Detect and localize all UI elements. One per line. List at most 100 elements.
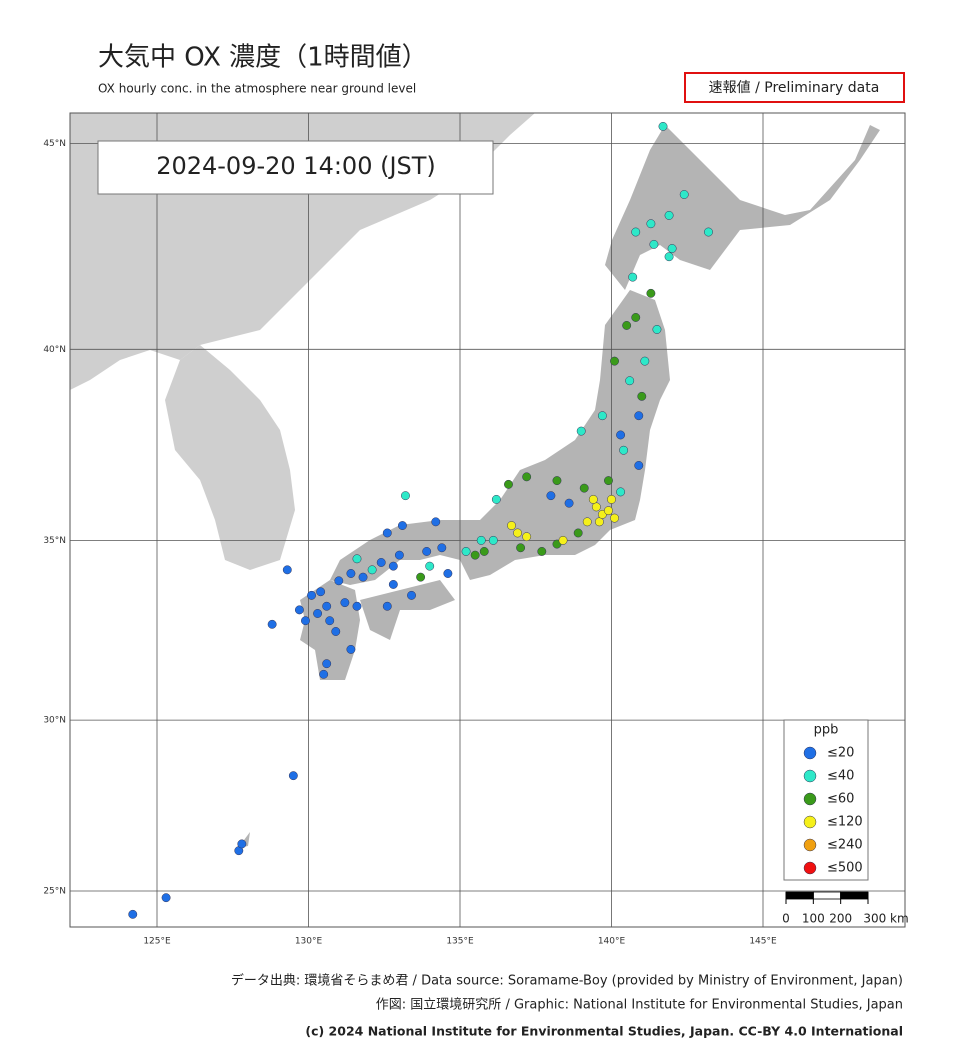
station bbox=[491, 494, 501, 504]
station bbox=[552, 476, 562, 486]
scale-label: 200 bbox=[829, 912, 852, 926]
station bbox=[382, 601, 392, 611]
station bbox=[591, 502, 601, 512]
station bbox=[664, 210, 674, 220]
station bbox=[301, 616, 310, 626]
station bbox=[425, 561, 435, 571]
station bbox=[619, 445, 629, 455]
graticule bbox=[70, 113, 905, 927]
station bbox=[616, 487, 626, 497]
lat-tick-label: 30°N bbox=[43, 716, 66, 726]
legend-swatch bbox=[803, 815, 817, 829]
stations bbox=[128, 121, 713, 919]
station bbox=[267, 619, 277, 629]
station bbox=[607, 494, 616, 504]
station bbox=[307, 590, 316, 600]
station bbox=[588, 494, 598, 504]
station bbox=[443, 569, 453, 578]
scale-segment bbox=[840, 891, 869, 900]
station bbox=[537, 547, 547, 556]
timestamp: 2024-09-20 14:00 (JST) bbox=[156, 152, 436, 180]
station bbox=[331, 627, 341, 636]
legend-swatch bbox=[803, 838, 817, 852]
station bbox=[407, 590, 416, 600]
station bbox=[376, 558, 386, 567]
station bbox=[397, 521, 407, 531]
station bbox=[616, 430, 626, 440]
legend-title: ppb bbox=[814, 723, 839, 738]
station bbox=[646, 219, 656, 229]
station bbox=[604, 476, 613, 486]
station bbox=[325, 616, 335, 626]
station bbox=[637, 391, 647, 401]
station bbox=[704, 227, 713, 237]
station bbox=[352, 601, 362, 611]
lat-tick-label: 40°N bbox=[43, 345, 66, 355]
scale-label: 0 bbox=[782, 912, 790, 926]
station bbox=[564, 498, 574, 508]
station bbox=[476, 535, 486, 545]
scale-label: 100 bbox=[802, 912, 825, 926]
station bbox=[516, 543, 526, 553]
korea bbox=[165, 345, 295, 570]
scale-segment bbox=[785, 891, 814, 900]
station bbox=[513, 528, 523, 538]
station bbox=[388, 580, 398, 589]
station bbox=[388, 561, 398, 571]
station bbox=[416, 572, 426, 582]
station bbox=[631, 227, 641, 237]
lon-tick-label: 130°E bbox=[295, 937, 323, 947]
station bbox=[394, 550, 404, 560]
station bbox=[522, 532, 532, 542]
station bbox=[558, 535, 568, 545]
lat-tick-label: 25°N bbox=[43, 887, 66, 897]
station bbox=[597, 411, 607, 421]
station bbox=[576, 426, 586, 436]
scale-bar: 0 100 200 300 km bbox=[782, 891, 909, 926]
station bbox=[316, 587, 326, 597]
station bbox=[610, 513, 619, 523]
footer-source: データ出典: 環境省そらまめ君 / Data source: Soramame-… bbox=[231, 973, 903, 989]
lat-tick-label: 35°N bbox=[43, 536, 66, 546]
station bbox=[319, 669, 329, 679]
station bbox=[334, 576, 344, 586]
legend-label: ≤60 bbox=[827, 792, 854, 807]
station bbox=[646, 288, 656, 298]
honshu bbox=[330, 290, 670, 585]
station bbox=[431, 517, 441, 527]
station bbox=[640, 356, 650, 366]
badge-box bbox=[684, 72, 905, 103]
station bbox=[679, 190, 689, 199]
station bbox=[352, 554, 362, 564]
station bbox=[237, 839, 247, 849]
station bbox=[437, 543, 447, 553]
station bbox=[504, 479, 513, 489]
station bbox=[401, 491, 410, 501]
station bbox=[667, 244, 677, 253]
station bbox=[610, 356, 619, 366]
station bbox=[161, 893, 171, 903]
shikoku bbox=[360, 580, 455, 640]
legend-label: ≤20 bbox=[827, 746, 854, 761]
legend-swatch bbox=[803, 861, 817, 875]
footer-license: (c) 2024 National Institute for Environm… bbox=[305, 1024, 903, 1039]
station bbox=[382, 528, 392, 538]
station bbox=[522, 472, 532, 482]
scale-label: 300 km bbox=[863, 912, 908, 926]
legend-swatch bbox=[803, 769, 817, 783]
station bbox=[282, 565, 292, 575]
legend: ≤20 ≤40 ≤60 ≤120 ≤240 ≤500 bbox=[803, 746, 863, 876]
station bbox=[625, 376, 635, 386]
scale-segment bbox=[812, 891, 842, 900]
footer-graphic: 作図: 国立環境研究所 / Graphic: National Institut… bbox=[376, 998, 903, 1013]
station bbox=[367, 565, 377, 575]
station bbox=[358, 572, 368, 582]
station bbox=[128, 909, 138, 919]
station bbox=[346, 644, 356, 654]
station bbox=[422, 547, 432, 556]
lat-tick-label: 45°N bbox=[43, 139, 66, 149]
legend-label: ≤500 bbox=[827, 861, 863, 876]
station bbox=[573, 528, 583, 538]
